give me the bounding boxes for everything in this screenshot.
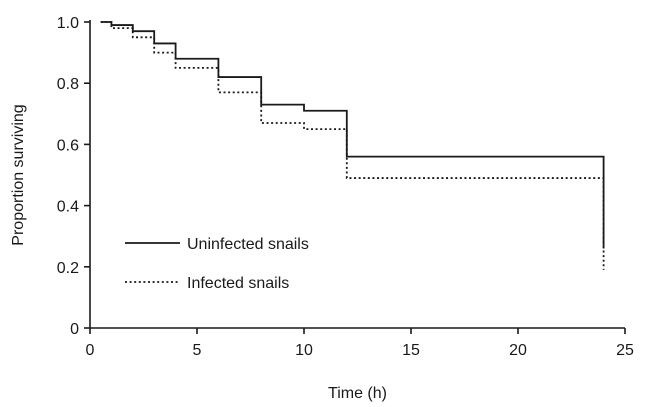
x-tick-label: 5: [193, 342, 202, 359]
series-infected-line: [100, 21, 605, 270]
y-tick-label: 0.6: [57, 137, 79, 154]
y-axis-title: Proportion surviving: [10, 104, 27, 245]
y-tick-label: 0.2: [57, 260, 79, 277]
x-tick-label: 0: [86, 342, 95, 359]
y-tick-label: 0.8: [57, 76, 79, 93]
legend-label-infected: Infected snails: [187, 275, 289, 292]
y-tick-label: 0: [70, 321, 79, 338]
x-tick-label: 25: [616, 342, 634, 359]
x-tick-label: 20: [509, 342, 527, 359]
y-tick-label: 1.0: [57, 15, 79, 32]
axes: 0 5 10 15 20 25 0 0.2 0.4 0.6 0.8 1.0: [57, 15, 634, 359]
legend: Uninfected snails Infected snails: [125, 236, 309, 292]
series-group: [100, 21, 605, 270]
x-axis-title: Time (h): [328, 385, 387, 402]
y-tick-label: 0.4: [57, 199, 79, 216]
x-tick-label: 15: [402, 342, 420, 359]
series-uninfected-line: [100, 21, 605, 249]
x-tick-label: 10: [295, 342, 313, 359]
legend-label-uninfected: Uninfected snails: [187, 236, 309, 253]
